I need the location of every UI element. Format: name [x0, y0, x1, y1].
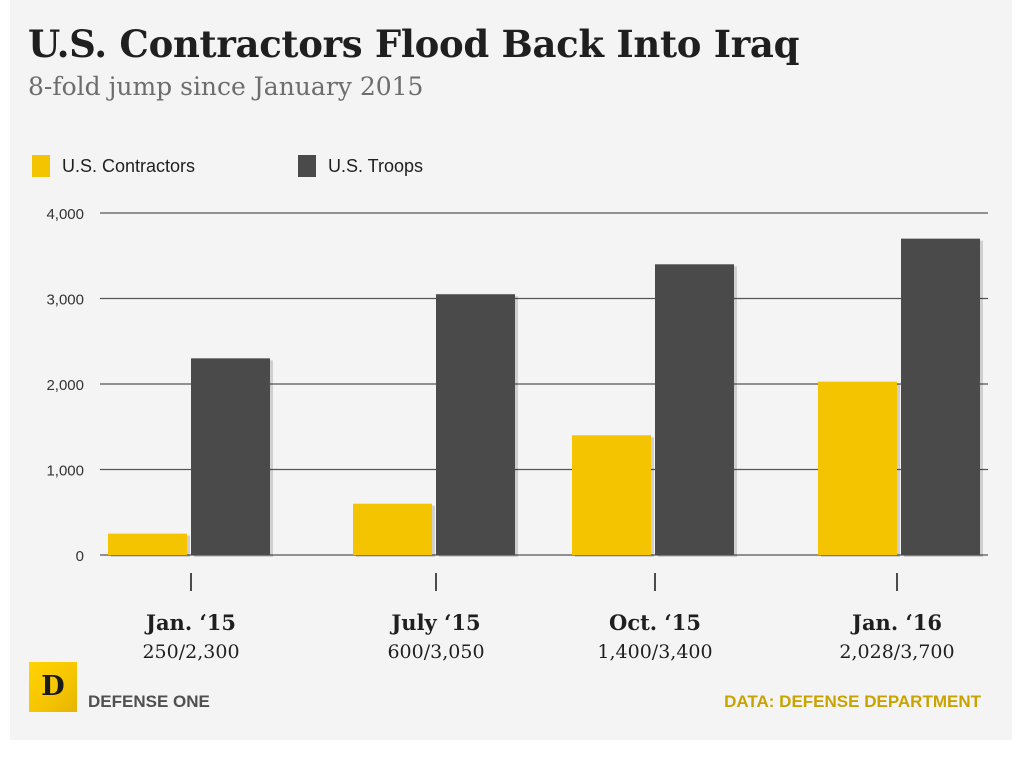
y-tick-label: 2,000	[46, 377, 84, 394]
y-tick-label: 3,000	[46, 292, 84, 309]
bar-troops	[655, 264, 734, 555]
x-category-sublabel: 2,028/3,700	[839, 641, 954, 663]
logo-letter: D	[41, 671, 65, 702]
bar-troops	[436, 294, 515, 555]
chart-subtitle: 8-fold jump since January 2015	[28, 72, 424, 101]
y-tick-label: 0	[76, 548, 84, 565]
y-tick-label: 4,000	[46, 206, 84, 223]
x-category-sublabel: 250/2,300	[142, 641, 239, 663]
chart-title: U.S. Contractors Flood Back Into Iraq	[28, 22, 800, 66]
source-label: DATA: DEFENSE DEPARTMENT	[724, 692, 981, 711]
legend-label-contractors: U.S. Contractors	[62, 156, 196, 176]
bar-chart: 0 1,000 2,000 3,000 4,000 Jan. ‘15 250/2,300 Ju…	[46, 206, 988, 663]
chart-card: U.S. Contractors Flood Back Into Iraq 8-…	[10, 0, 1012, 740]
x-category-sublabel: 1,400/3,400	[597, 641, 712, 663]
x-category-label: Jan. ‘15	[144, 610, 236, 635]
bar-contractors	[108, 533, 187, 555]
x-category-label: Jan. ‘16	[850, 610, 942, 635]
x-category-label: July ‘15	[389, 610, 480, 635]
brand-label: DEFENSE ONE	[88, 692, 210, 711]
bar-troops	[901, 238, 980, 555]
legend-swatch-contractors	[32, 155, 50, 177]
x-category-sublabel: 600/3,050	[387, 641, 484, 663]
x-category-label: Oct. ‘15	[609, 610, 701, 635]
bar-troops	[191, 358, 270, 555]
bar-contractors	[818, 381, 897, 555]
defense-one-logo: D	[29, 662, 77, 712]
bar-contractors	[353, 503, 432, 555]
y-tick-label: 1,000	[46, 463, 84, 480]
bar-contractors	[572, 435, 651, 555]
legend-label-troops: U.S. Troops	[328, 156, 424, 176]
legend-swatch-troops	[298, 155, 316, 177]
